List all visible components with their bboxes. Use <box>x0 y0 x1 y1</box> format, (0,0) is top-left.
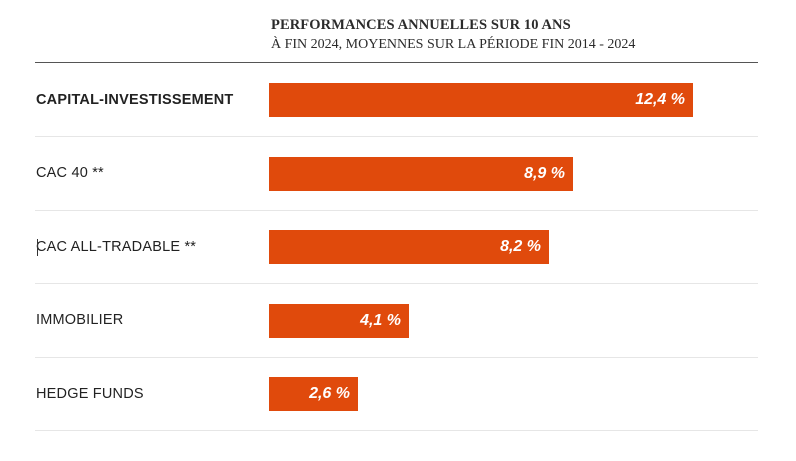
header-divider <box>35 62 758 63</box>
category-label: CAPITAL-INVESTISSEMENT <box>36 91 234 108</box>
chart-subtitle: À FIN 2024, MOYENNES SUR LA PÉRIODE FIN … <box>271 37 636 52</box>
bar: 8,2 % <box>269 230 549 264</box>
bar-value-label: 2,6 % <box>309 385 350 402</box>
category-label: IMMOBILIER <box>36 312 124 328</box>
category-label: CAC ALL-TRADABLE ** <box>36 238 197 255</box>
bar-row: IMMOBILIER 4,1 % <box>35 284 758 358</box>
bar-row: CAC 40 ** 8,9 % <box>35 137 758 211</box>
bar-value-label: 12,4 % <box>635 91 685 108</box>
bar-row: CAPITAL-INVESTISSEMENT 12,4 % <box>35 63 758 137</box>
text-cursor <box>37 239 38 256</box>
bar: 4,1 % <box>269 303 409 338</box>
bar-value-label: 4,1 % <box>360 311 401 329</box>
bar: 2,6 % <box>269 377 358 411</box>
bar-row: HEDGE FUNDS 2,6 % <box>35 357 758 431</box>
chart-title: PERFORMANCES ANNUELLES SUR 10 ANS <box>271 17 571 33</box>
bar: 8,9 % <box>269 156 573 191</box>
bar: 12,4 % <box>269 83 693 117</box>
bar-value-label: 8,2 % <box>500 238 541 255</box>
bar-row: CAC ALL-TRADABLE ** 8,2 % <box>35 210 758 284</box>
category-label: CAC 40 ** <box>36 165 104 181</box>
bar-value-label: 8,9 % <box>524 164 565 182</box>
category-label: HEDGE FUNDS <box>36 385 144 402</box>
chart-title-block: PERFORMANCES ANNUELLES SUR 10 ANS À FIN … <box>271 16 635 54</box>
